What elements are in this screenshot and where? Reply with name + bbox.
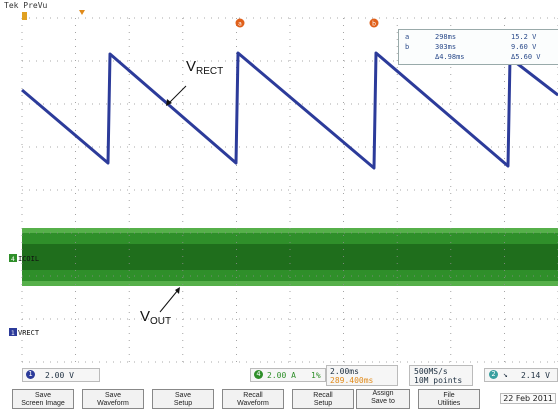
sample-rate: 500MS/s [414,367,448,376]
readout-delta-time: Δ4.98ms [435,53,465,61]
trigger-position: 289.400ms [330,376,374,385]
softkey-label-line1: Save [35,392,51,399]
icoil-waveform-edge [22,228,558,233]
waveform-display: a b 4 ICOIL 1 VRECT [9,10,558,363]
readout-row-a: a 298ms 15.2 V [399,33,558,43]
cursor-a-label: a [238,21,242,28]
graticule [21,17,558,363]
vrect-arrow [167,85,187,105]
trigger-level: 2.14 V [521,371,550,380]
vrect-annotation: VRECT [186,58,223,77]
softkey-label-line1: Recall [313,392,333,399]
softkey-label-line1: Assign [372,390,394,397]
softkey-bar: Save Screen Image Save Waveform Save Set… [0,388,558,410]
vout-annotation: VOUT [140,308,171,327]
readout-row-b: b 303ms 9.60 V [399,43,558,53]
acquisition-box[interactable]: 500MS/s 10M points [409,365,473,386]
vout-arrow-head [175,287,180,294]
horizontal-position-marker[interactable] [22,12,27,20]
softkey-label-line2: Screen Image [21,400,65,407]
ch1-scale: 2.00 V [45,371,74,380]
cursor-b-label: b [372,21,376,28]
ch1-scale-box[interactable]: 1 2.00 V [22,368,100,382]
softkey-label-line1: Recall [243,392,263,399]
vrect-channel-label: VRECT [18,329,40,337]
softkey-label-line2: Setup [173,400,193,407]
vrect-annotation-sub: RECT [196,66,224,77]
readout-a-time: 298ms [435,33,457,41]
trigger-channel-badge: 2 [489,370,498,379]
save-setup-button[interactable]: Save Setup [152,389,214,409]
softkey-label-line2: Waveform [97,400,129,407]
readout-row-delta: Δ4.98ms Δ5.60 V [399,53,558,63]
softkey-label-line1: Save [105,392,121,399]
ch4-scale-box[interactable]: 4 2.00 A 1% [250,368,326,382]
cursor-b-marker[interactable]: b [369,18,379,28]
icoil-waveform-edge [22,281,558,286]
vout-annotation-sub: OUT [150,316,172,327]
readout-a-value: 15.2 V [511,33,537,41]
softkey-label-line2: Utilities [437,400,461,407]
vout-arrow [159,289,179,313]
file-utilities-button[interactable]: File Utilities [418,389,480,409]
softkey-label-line1: Save [175,392,191,399]
timebase-scale: 2.00ms [330,367,359,376]
svg-text:4: 4 [11,256,15,263]
record-length: 10M points [414,376,463,385]
acquisition-status: Tek PreVu [4,1,48,10]
icoil-ground-marker[interactable]: 4 [9,254,17,263]
vrect-ground-marker[interactable]: 1 [9,328,17,337]
softkey-label-line2: Save to [371,398,395,405]
vrect-annotation-main: V [186,58,197,75]
trigger-position-marker[interactable] [79,10,85,15]
cursor-readout: a 298ms 15.2 V b 303ms 9.60 V Δ4.98ms Δ5… [398,29,558,65]
vout-annotation-main: V [140,308,151,325]
assign-save-to-button[interactable]: Assign Save to [356,389,410,409]
trigger-box[interactable]: 2 ↘ 2.14 V [484,368,558,382]
vrect-waveform [21,51,558,170]
softkey-label-line2: Waveform [237,400,269,407]
trigger-slope-icon: ↘ [503,370,508,379]
cursor-a-marker[interactable]: a [235,18,245,28]
readout-b-value: 9.60 V [511,43,537,51]
timebase-box[interactable]: 2.00ms 289.400ms [326,365,398,386]
readout-b-time: 303ms [435,43,457,51]
recall-setup-button[interactable]: Recall Setup [292,389,354,409]
icoil-channel-label: ICOIL [18,255,39,263]
readout-b-icon: b [405,43,410,51]
recall-waveform-button[interactable]: Recall Waveform [222,389,284,409]
ch4-bandwidth: 1% [311,371,321,380]
readout-a-icon: a [405,33,410,41]
softkey-label-line1: File [443,392,455,399]
ch4-badge: 4 [254,370,263,379]
vrect-arrow-head [166,99,172,106]
ch1-badge: 1 [26,370,35,379]
status-bar: 1 2.00 V 4 2.00 A 1% 2.00ms 289.400ms 50… [0,365,558,386]
save-screen-image-button[interactable]: Save Screen Image [12,389,74,409]
save-waveform-button[interactable]: Save Waveform [82,389,144,409]
readout-delta-value: Δ5.60 V [511,53,541,61]
date-display: 22 Feb 2011 [500,393,556,404]
svg-text:1: 1 [11,330,15,337]
ch4-scale: 2.00 A [267,371,296,380]
softkey-label-line2: Setup [313,400,333,407]
